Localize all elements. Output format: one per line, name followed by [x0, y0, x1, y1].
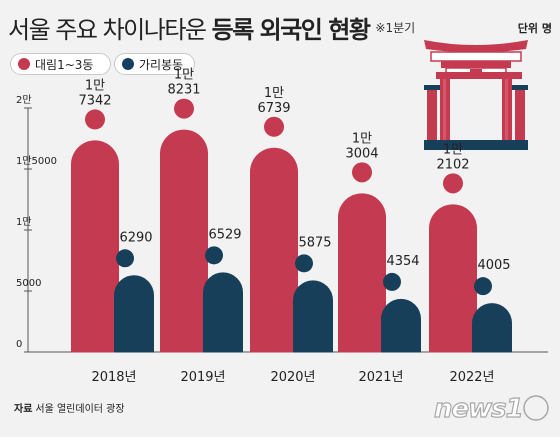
- page-title: 서울 주요 차이나타운 등록 외국인 현황 ※1분기: [8, 10, 415, 45]
- data-label-garibong: 4005: [477, 258, 510, 273]
- data-label-daerim: 1만: [264, 86, 284, 101]
- bar-garibong: [203, 272, 243, 372]
- bar-cap-daerim: [85, 109, 105, 130]
- bar-cap-garibong: [474, 277, 492, 296]
- y-tick-label: 0: [16, 339, 22, 350]
- data-label-daerim: 8231: [167, 83, 200, 98]
- data-label-daerim: 2102: [436, 157, 469, 172]
- data-label-garibong: 5875: [298, 235, 331, 250]
- x-tick-label: 2020년: [270, 370, 315, 385]
- x-tick-label: 2019년: [180, 370, 225, 385]
- bar-group: 1만734262901만823165291만673958751만30044354…: [29, 68, 549, 413]
- bar-daerim: [71, 140, 119, 376]
- bar-cap-garibong: [116, 249, 134, 268]
- legend-garibong: 가리봉동: [114, 53, 195, 75]
- data-label-garibong: 6290: [119, 230, 152, 245]
- data-label-daerim: 7342: [78, 93, 111, 108]
- bar-daerim: [160, 129, 208, 376]
- data-label-daerim: 3004: [345, 146, 378, 161]
- y-tick-label: 2만: [16, 94, 32, 106]
- bar-daerim: [429, 204, 477, 376]
- bar-daerim: [338, 193, 386, 376]
- x-tick-label: 2021년: [358, 370, 403, 385]
- title-light: 서울 주요 차이나타운: [8, 16, 207, 44]
- svg-text:news1: news1: [434, 394, 523, 423]
- legend-swatch-garibong: [122, 58, 134, 70]
- title-bold: 등록 외국인 현황: [211, 16, 371, 44]
- gate-illustration: [424, 40, 528, 150]
- data-label-daerim: 6739: [257, 101, 290, 116]
- bar-cap-daerim: [264, 116, 284, 137]
- x-tick-label: 2022년: [449, 370, 494, 385]
- data-label-daerim: 1만: [352, 131, 372, 146]
- bar-cap-daerim: [352, 162, 372, 183]
- plot-base-mask: [29, 352, 549, 413]
- data-label-daerim: 1만: [85, 78, 105, 93]
- bar-cap-garibong: [383, 272, 401, 291]
- data-label-garibong: 6529: [208, 227, 241, 242]
- data-label-daerim: 1만: [174, 68, 194, 83]
- unit-label: 단위 명: [517, 22, 552, 35]
- y-tick-label: 1만: [16, 216, 32, 228]
- x-axis: 2018년 2019년 2020년 2021년 2022년: [91, 370, 494, 385]
- bar-garibong: [293, 280, 333, 372]
- legend-swatch-daerim: [18, 58, 30, 70]
- x-tick-label: 2018년: [91, 370, 136, 385]
- legend-label-daerim: 대림1~3동: [35, 57, 94, 72]
- y-tick-label: 1만5000: [16, 155, 57, 167]
- source-note: 자료 서울 열린데이터 광장: [14, 400, 125, 415]
- news1-logo: news1: [432, 393, 552, 427]
- bar-daerim: [250, 147, 298, 376]
- source-label: 자료: [14, 404, 33, 415]
- legend-label-garibong: 가리봉동: [139, 57, 184, 72]
- bar-garibong: [114, 275, 154, 372]
- data-label-daerim: 1만: [443, 142, 463, 157]
- title-note: ※1분기: [375, 21, 416, 35]
- bar-cap-daerim: [443, 173, 463, 194]
- bar-cap-daerim: [174, 98, 194, 119]
- bar-cap-garibong: [295, 254, 313, 273]
- legend-daerim: 대림1~3동: [10, 53, 111, 75]
- data-label-garibong: 4354: [386, 254, 419, 269]
- source-text: 서울 열린데이터 광장: [35, 404, 125, 415]
- news1-logo-mark: news1: [433, 393, 549, 425]
- y-tick-label: 5000: [16, 278, 41, 289]
- bar-cap-garibong: [205, 246, 223, 265]
